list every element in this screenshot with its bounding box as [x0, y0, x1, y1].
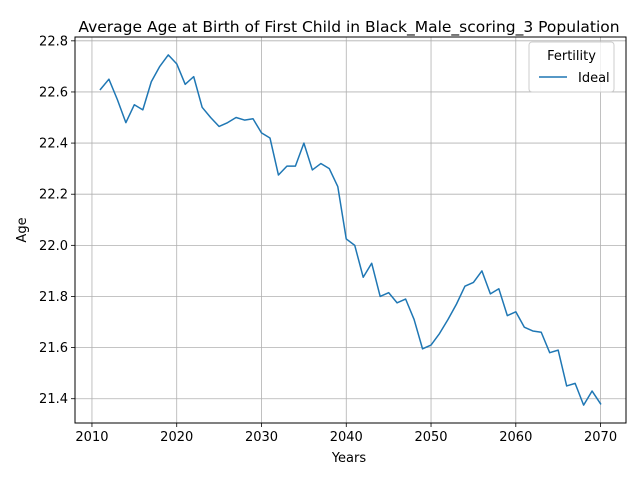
y-tick-label: 22.4 [39, 137, 68, 152]
x-tick-label: 2040 [330, 430, 363, 445]
grid [75, 37, 626, 423]
x-tick-label: 2020 [160, 430, 193, 445]
x-tick-label: 2030 [245, 430, 278, 445]
legend-label: Ideal [578, 71, 610, 86]
y-tick-label: 22.2 [39, 188, 68, 203]
chart-title: Average Age at Birth of First Child in B… [78, 18, 619, 37]
y-tick-label: 21.6 [39, 341, 68, 356]
x-axis: 2010 2020 2030 2040 2050 2060 2070 [75, 423, 617, 445]
x-tick-label: 2010 [75, 430, 108, 445]
series-line-ideal [99, 54, 602, 406]
y-tick-label: 21.8 [39, 290, 68, 305]
series-layer [99, 54, 602, 406]
x-tick-label: 2070 [584, 430, 617, 445]
y-tick-label: 22.8 [39, 34, 68, 49]
x-tick-label: 2050 [414, 430, 447, 445]
y-tick-label: 22.6 [39, 85, 68, 100]
y-axis-title: Age [15, 217, 30, 242]
y-tick-label: 21.4 [39, 392, 68, 407]
x-axis-title: Years [331, 451, 367, 466]
legend-box [528, 41, 615, 93]
legend-title: Fertility [547, 49, 596, 64]
y-axis: 21.4 21.6 21.8 22.0 22.2 22.4 22.6 22.8 [39, 34, 75, 407]
legend: Fertility Ideal [528, 41, 615, 93]
x-tick-label: 2060 [499, 430, 532, 445]
plot-frame [74, 36, 627, 424]
y-tick-label: 22.0 [39, 239, 68, 254]
